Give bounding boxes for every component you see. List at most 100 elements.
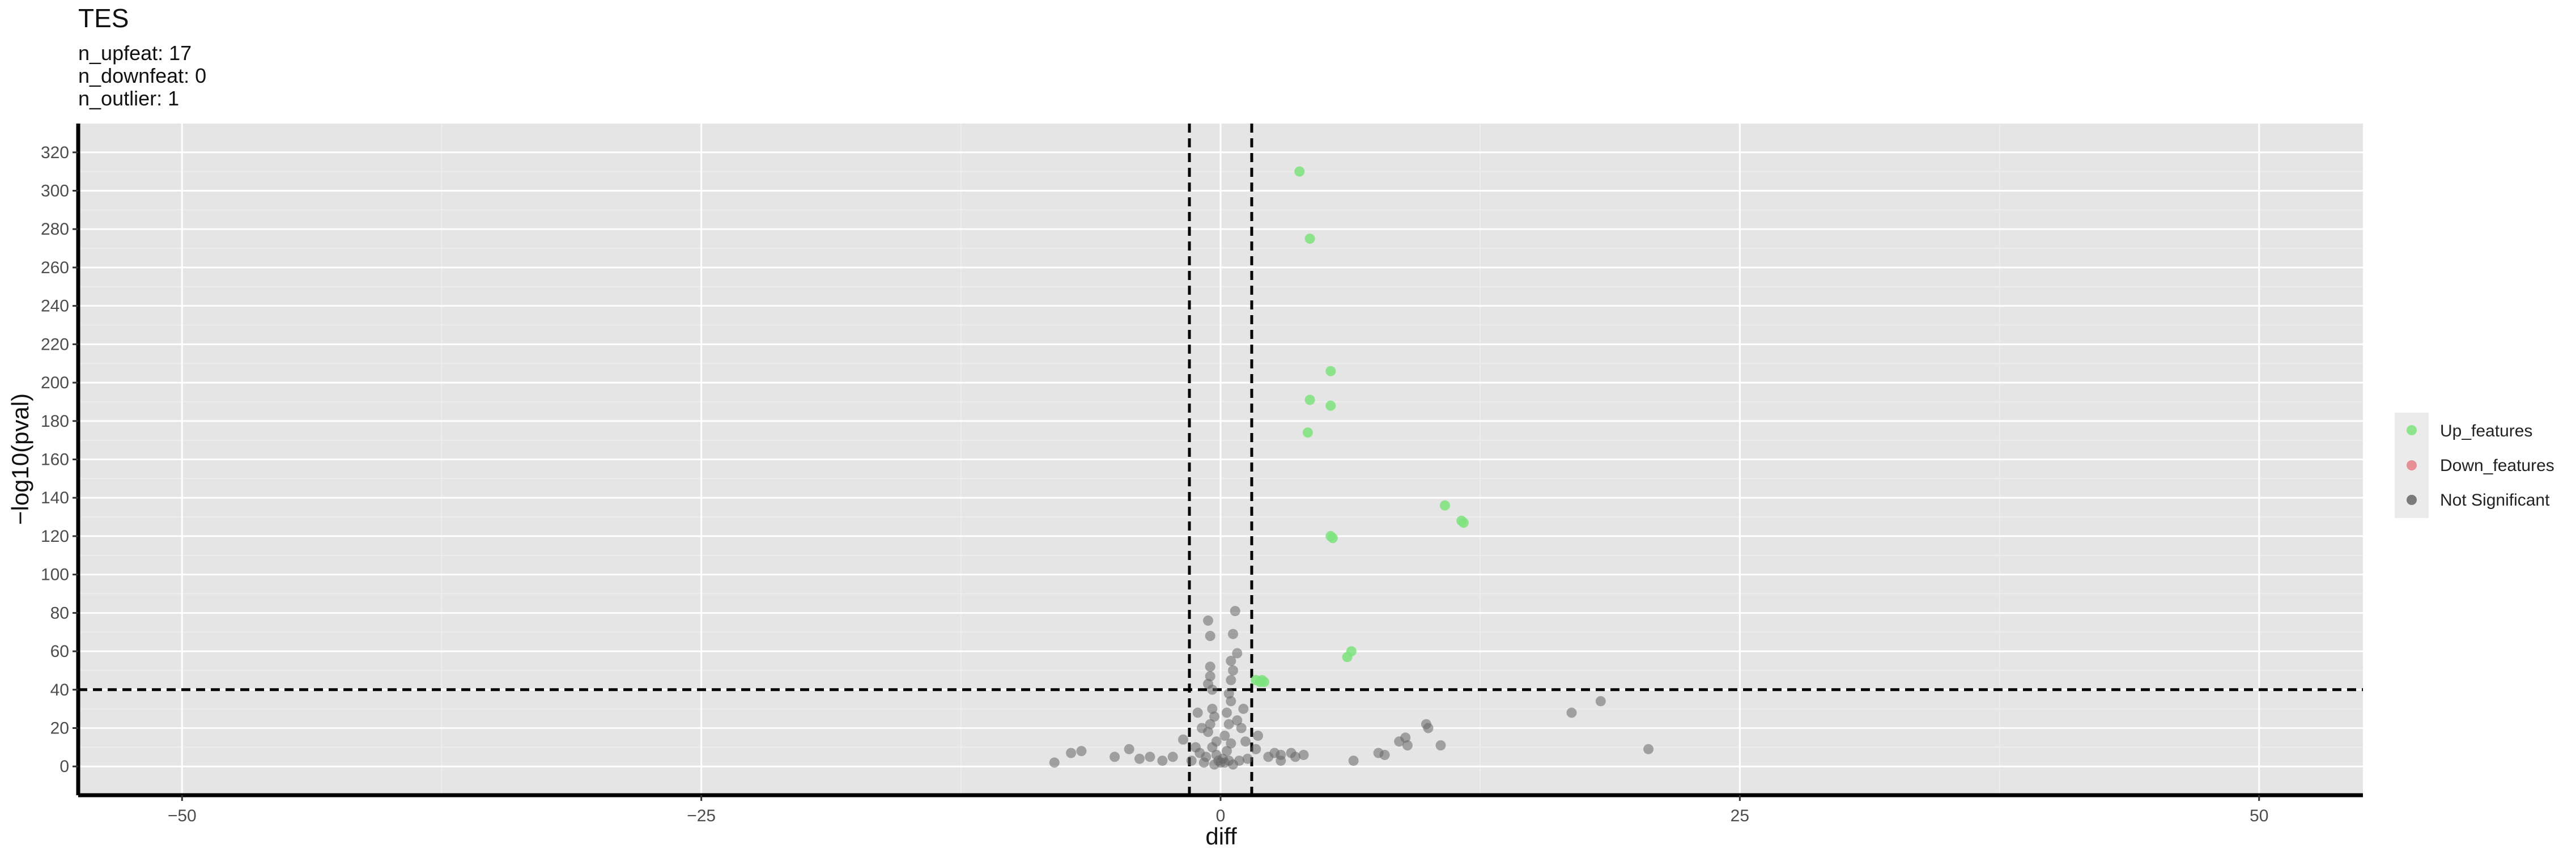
point-not-significant	[1223, 688, 1234, 699]
point-not-significant	[1253, 731, 1263, 741]
point-not-significant	[1207, 703, 1218, 714]
point-not-significant	[1595, 696, 1606, 707]
legend-key-ns	[2407, 495, 2417, 505]
point-not-significant	[1124, 744, 1134, 754]
subtitle-upfeat: n_upfeat: 17	[78, 41, 192, 65]
point-not-significant	[1228, 665, 1238, 676]
point-up-features	[1325, 400, 1336, 411]
point-not-significant	[1222, 746, 1232, 757]
x-tick-label: 25	[1731, 807, 1749, 825]
y-tick-label: 320	[41, 143, 69, 162]
point-not-significant	[1228, 629, 1238, 639]
point-not-significant	[1643, 744, 1654, 754]
point-not-significant	[1191, 742, 1201, 753]
point-not-significant	[1251, 744, 1261, 754]
point-not-significant	[1402, 740, 1413, 750]
y-tick-label: 200	[41, 374, 69, 392]
point-up-features	[1342, 652, 1353, 663]
subtitle-downfeat: n_downfeat: 0	[78, 64, 206, 87]
point-not-significant	[1198, 757, 1209, 768]
point-not-significant	[1276, 756, 1286, 766]
point-not-significant	[1110, 752, 1120, 762]
y-tick-label: 60	[50, 642, 69, 661]
point-not-significant	[1222, 707, 1232, 718]
legend: Up_features Down_features Not Significan…	[2395, 413, 2554, 518]
y-tick-label: 260	[41, 258, 69, 277]
point-up-features	[1458, 517, 1469, 528]
legend-label-down: Down_features	[2440, 456, 2554, 475]
y-tick-label: 160	[41, 451, 69, 469]
point-not-significant	[1566, 707, 1577, 718]
y-tick-label: 300	[41, 182, 69, 201]
point-not-significant	[1423, 723, 1434, 733]
y-tick-label: 40	[50, 681, 69, 699]
point-not-significant	[1205, 661, 1215, 672]
point-up-features	[1439, 500, 1450, 511]
point-not-significant	[1209, 711, 1219, 722]
y-tick-label: 180	[41, 412, 69, 431]
point-not-significant	[1226, 656, 1236, 666]
point-not-significant	[1167, 752, 1178, 762]
point-not-significant	[1240, 736, 1251, 747]
point-not-significant	[1348, 756, 1359, 766]
legend-label-up: Up_features	[2440, 422, 2532, 440]
y-tick-label: 20	[50, 719, 69, 738]
point-up-features	[1294, 166, 1305, 177]
y-tick-label: 140	[41, 489, 69, 507]
x-tick-label: 50	[2250, 807, 2268, 825]
point-not-significant	[1242, 753, 1253, 764]
point-not-significant	[1400, 732, 1411, 743]
point-up-features	[1259, 677, 1269, 688]
point-not-significant	[1157, 756, 1168, 766]
point-not-significant	[1186, 756, 1197, 766]
point-not-significant	[1298, 749, 1309, 760]
axes	[73, 124, 2363, 801]
y-axis-title: −log10(pval)	[7, 393, 33, 525]
legend-key-down	[2407, 460, 2417, 470]
point-up-features	[1304, 394, 1315, 405]
legend-label-ns: Not Significant	[2440, 491, 2550, 510]
point-not-significant	[1076, 746, 1087, 757]
point-not-significant	[1232, 715, 1243, 726]
point-up-features	[1304, 234, 1315, 244]
point-not-significant	[1205, 671, 1215, 682]
point-not-significant	[1290, 752, 1300, 762]
point-not-significant	[1230, 606, 1240, 616]
point-not-significant	[1219, 731, 1230, 741]
data-points	[1049, 166, 1654, 770]
point-not-significant	[1226, 674, 1236, 685]
point-not-significant	[1205, 631, 1215, 641]
y-tick-label: 100	[41, 566, 69, 584]
point-not-significant	[1435, 740, 1446, 750]
x-tick-label: −50	[168, 807, 197, 825]
point-up-features	[1302, 427, 1313, 438]
y-tick-label: 0	[59, 757, 69, 776]
point-not-significant	[1232, 648, 1243, 659]
point-not-significant	[1192, 707, 1203, 718]
subtitle-outlier: n_outlier: 1	[78, 87, 179, 110]
legend-key-up	[2407, 425, 2417, 435]
point-not-significant	[1236, 723, 1247, 733]
point-not-significant	[1226, 696, 1236, 707]
point-not-significant	[1215, 757, 1226, 768]
y-tick-label: 80	[50, 604, 69, 622]
point-not-significant	[1207, 742, 1218, 753]
x-tick-label: −25	[687, 807, 716, 825]
x-axis-title: diff	[1205, 823, 1237, 850]
point-not-significant	[1197, 723, 1207, 733]
point-not-significant	[1207, 684, 1218, 695]
point-not-significant	[1223, 719, 1234, 729]
point-not-significant	[1379, 749, 1390, 760]
point-up-features	[1327, 533, 1338, 544]
point-not-significant	[1178, 734, 1188, 745]
point-not-significant	[1226, 738, 1236, 749]
point-not-significant	[1203, 615, 1213, 626]
y-tick-label: 120	[41, 527, 69, 546]
point-up-features	[1325, 366, 1336, 376]
point-not-significant	[1234, 756, 1244, 766]
tick-labels: −50 −25 0 25 50 0 20 40 60 80 100 120 140 160 180 200 22…	[41, 143, 2268, 825]
point-not-significant	[1145, 752, 1155, 762]
point-not-significant	[1066, 748, 1077, 758]
